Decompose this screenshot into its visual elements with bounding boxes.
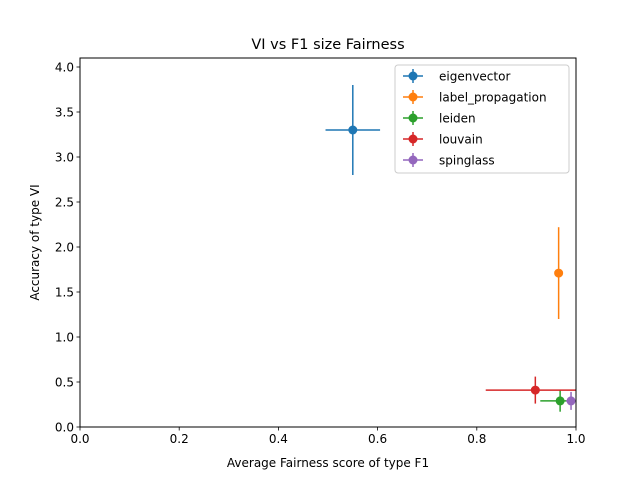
- y-axis-label: Accuracy of type VI: [28, 184, 42, 300]
- legend-entry-label_propagation: label_propagation: [403, 90, 547, 104]
- legend-entry-leiden: leiden: [403, 111, 476, 125]
- y-tick-label: 2.5: [55, 195, 74, 209]
- x-axis-label: Average Fairness score of type F1: [227, 456, 429, 470]
- data-point: [555, 396, 565, 406]
- y-tick-label: 1.5: [55, 285, 74, 299]
- y-tick-label: 2.0: [55, 240, 74, 254]
- legend-marker: [408, 134, 418, 144]
- y-tick-label: 0.5: [55, 375, 74, 389]
- data-layer: [325, 85, 576, 412]
- y-tick-label: 0.0: [55, 420, 74, 434]
- y-tick-label: 4.0: [55, 60, 74, 74]
- y-tick-label: 1.0: [55, 330, 74, 344]
- x-tick-label: 0.4: [269, 432, 288, 446]
- series-label_propagation: [554, 227, 564, 319]
- x-tick-label: 0.6: [368, 432, 387, 446]
- legend-entry-eigenvector: eigenvector: [403, 69, 510, 83]
- y-tick-label: 3.0: [55, 150, 74, 164]
- legend-entry-louvain: louvain: [403, 132, 483, 146]
- data-point: [348, 125, 358, 135]
- data-point: [530, 385, 540, 395]
- axes-frame: [79, 57, 577, 428]
- legend-marker: [408, 92, 418, 102]
- legend-entry-spinglass: spinglass: [403, 153, 495, 167]
- x-axis: 0.0 0.2 0.4 0.6 0.8 1.0: [70, 427, 586, 446]
- x-tick-label: 1.0: [566, 432, 585, 446]
- legend-label: eigenvector: [439, 69, 510, 83]
- y-tick-label: 3.5: [55, 105, 74, 119]
- legend-label: louvain: [439, 132, 483, 146]
- legend-label: leiden: [439, 111, 476, 125]
- series-louvain: [485, 376, 576, 404]
- legend-marker: [408, 155, 418, 165]
- x-tick-label: 0.0: [70, 432, 89, 446]
- legend-marker: [408, 71, 418, 81]
- x-tick-label: 0.8: [467, 432, 486, 446]
- y-axis: 0.0 0.5 1.0 1.5 2.0 2.5 3.0 3.5 4.0: [55, 60, 80, 434]
- legend-label: spinglass: [439, 153, 495, 167]
- chart-title: VI vs F1 size Fairness: [251, 37, 404, 53]
- series-eigenvector: [325, 85, 381, 175]
- x-tick-label: 0.2: [170, 432, 189, 446]
- data-point: [554, 268, 564, 278]
- legend-frame: [394, 64, 570, 174]
- series-spinglass: [566, 391, 576, 410]
- legend-marker: [408, 113, 418, 123]
- legend-label: label_propagation: [439, 90, 547, 104]
- data-point: [566, 396, 576, 406]
